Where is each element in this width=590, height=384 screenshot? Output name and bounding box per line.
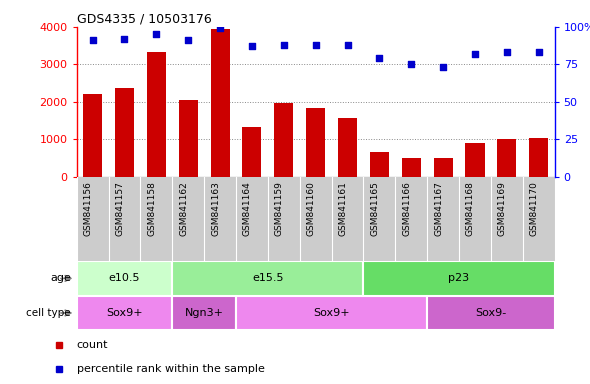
Text: GSM841161: GSM841161: [339, 181, 348, 236]
Point: [343, 42, 352, 48]
Bar: [370, 152, 389, 177]
Bar: [211, 29, 230, 177]
Text: GSM841169: GSM841169: [498, 181, 507, 236]
Point: [502, 49, 512, 55]
Point: [247, 43, 257, 50]
Bar: [363, 261, 555, 296]
Text: percentile rank within the sample: percentile rank within the sample: [77, 364, 264, 374]
Text: GSM841157: GSM841157: [116, 181, 124, 236]
Text: Sox9+: Sox9+: [313, 308, 350, 318]
Text: GSM841160: GSM841160: [307, 181, 316, 236]
Text: GSM841170: GSM841170: [530, 181, 539, 236]
Bar: [115, 88, 134, 177]
Bar: [427, 296, 555, 330]
Bar: [83, 94, 102, 177]
Text: e10.5: e10.5: [109, 273, 140, 283]
Point: [88, 37, 97, 43]
Bar: [147, 52, 166, 177]
Text: age: age: [50, 273, 71, 283]
Text: GSM841166: GSM841166: [402, 181, 411, 236]
Bar: [242, 127, 261, 177]
Bar: [529, 138, 548, 177]
Point: [375, 55, 384, 61]
Bar: [434, 158, 453, 177]
Point: [215, 25, 225, 31]
Bar: [179, 99, 198, 177]
Text: GSM841156: GSM841156: [84, 181, 93, 236]
Point: [311, 42, 320, 48]
Point: [407, 61, 416, 68]
Text: p23: p23: [448, 273, 470, 283]
Text: Sox9+: Sox9+: [106, 308, 143, 318]
Text: GSM841162: GSM841162: [179, 181, 188, 236]
Bar: [338, 118, 357, 177]
Bar: [497, 139, 516, 177]
Text: count: count: [77, 340, 108, 350]
Text: GSM841159: GSM841159: [275, 181, 284, 236]
Text: e15.5: e15.5: [252, 273, 284, 283]
Text: Ngn3+: Ngn3+: [185, 308, 224, 318]
Text: GSM841158: GSM841158: [148, 181, 156, 236]
Bar: [274, 103, 293, 177]
Bar: [172, 261, 363, 296]
Point: [152, 31, 161, 38]
Point: [120, 36, 129, 42]
Text: Sox9-: Sox9-: [476, 308, 506, 318]
Bar: [77, 296, 172, 330]
Point: [438, 64, 448, 70]
Point: [470, 51, 480, 57]
Text: GSM841167: GSM841167: [434, 181, 443, 236]
Point: [279, 42, 289, 48]
Bar: [77, 261, 172, 296]
Bar: [172, 296, 236, 330]
Bar: [236, 296, 427, 330]
Text: GSM841168: GSM841168: [466, 181, 475, 236]
Text: GSM841163: GSM841163: [211, 181, 220, 236]
Text: GDS4335 / 10503176: GDS4335 / 10503176: [77, 13, 211, 26]
Bar: [466, 143, 484, 177]
Text: GSM841165: GSM841165: [371, 181, 379, 236]
Bar: [306, 108, 325, 177]
Text: GSM841164: GSM841164: [243, 181, 252, 236]
Bar: [402, 157, 421, 177]
Text: cell type: cell type: [26, 308, 71, 318]
Point: [534, 49, 543, 55]
Point: [183, 37, 193, 43]
